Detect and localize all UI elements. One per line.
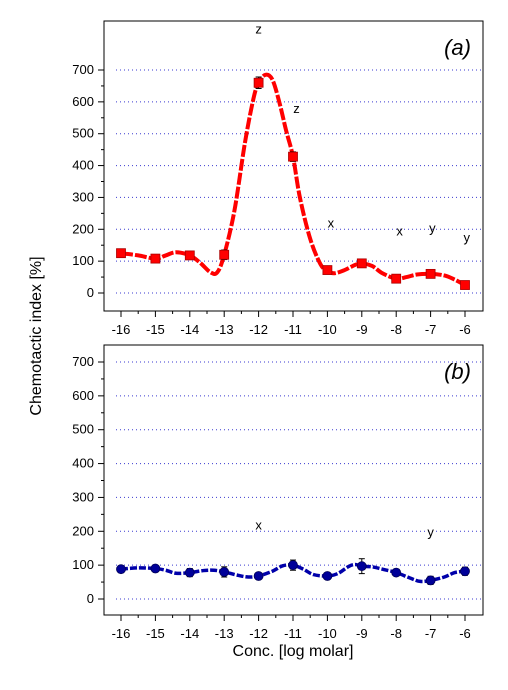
data-point-a-10 xyxy=(460,280,470,290)
data-point-a-3 xyxy=(219,249,230,260)
y-tick-label-b-4: 400 xyxy=(72,456,94,471)
x-tick-label-a-4: -12 xyxy=(249,322,268,337)
y-tick-label-b-7: 700 xyxy=(72,354,94,369)
x-tick-label-a-7: -9 xyxy=(356,322,368,337)
x-tick-label-b-4: -12 xyxy=(249,626,268,641)
annotation-a-2: x xyxy=(328,216,335,231)
y-tick-label-a-2: 200 xyxy=(72,221,94,236)
y-tick-label-a-7: 700 xyxy=(72,62,94,77)
data-point-a-8 xyxy=(391,273,402,284)
x-tick-label-b-7: -9 xyxy=(356,626,368,641)
data-point-b-9 xyxy=(425,575,436,586)
x-tick-label-b-10: -6 xyxy=(459,626,471,641)
data-point-b-1 xyxy=(150,563,161,574)
x-tick-label-b-3: -13 xyxy=(215,626,234,641)
y-tick-label-b-6: 600 xyxy=(72,388,94,403)
annotation-a-5: y xyxy=(463,230,470,245)
data-point-b-3 xyxy=(219,567,230,577)
data-point-a-7 xyxy=(356,258,367,269)
x-tick-label-a-5: -11 xyxy=(284,322,302,337)
x-tick-label-a-1: -15 xyxy=(146,322,165,337)
x-tick-label-a-2: -14 xyxy=(180,322,199,337)
annotation-a-4: y xyxy=(429,220,436,235)
data-point-a-5 xyxy=(288,151,298,162)
y-tick-label-b-3: 300 xyxy=(72,489,94,504)
y-tick-label-a-4: 400 xyxy=(72,158,94,173)
data-point-a-9 xyxy=(425,268,436,279)
x-tick-label-b-2: -14 xyxy=(180,626,199,641)
y-tick-label-b-2: 200 xyxy=(72,523,94,538)
annotation-a-0: z xyxy=(255,21,262,36)
panel-label-b: (b) xyxy=(444,359,471,384)
data-point-a-4 xyxy=(253,77,264,88)
data-point-a-2 xyxy=(184,250,195,261)
data-point-a-0 xyxy=(116,248,126,259)
x-tick-label-a-6: -10 xyxy=(318,322,337,337)
data-point-b-10 xyxy=(460,566,470,577)
y-tick-label-a-0: 0 xyxy=(87,285,94,300)
y-tick-label-a-6: 600 xyxy=(72,94,94,109)
x-tick-label-b-9: -7 xyxy=(425,626,437,641)
annotation-a-1: z xyxy=(293,101,300,116)
data-point-a-1 xyxy=(150,253,161,264)
x-tick-label-b-1: -15 xyxy=(146,626,165,641)
panel-label-a: (a) xyxy=(444,35,471,60)
annotation-a-3: x xyxy=(396,224,403,239)
panel-a: 0 100 200 300 400 500 600 700 -16 -15 -14 -13 -12 -11… xyxy=(72,20,484,337)
x-tick-label-b-8: -8 xyxy=(390,626,402,641)
annotation-b-1: y xyxy=(427,524,434,539)
x-tick-label-b-5: -11 xyxy=(284,626,302,641)
y-axis-title: Chemotactic index [%] xyxy=(28,256,45,415)
data-point-b-8 xyxy=(391,567,402,578)
annotation-b-0: x xyxy=(255,518,262,533)
data-point-b-6 xyxy=(322,571,333,581)
y-tick-label-b-0: 0 xyxy=(87,591,94,606)
data-point-b-2 xyxy=(184,567,195,578)
data-point-b-7 xyxy=(356,561,367,572)
x-tick-label-a-0: -16 xyxy=(112,322,131,337)
x-tick-label-a-10: -6 xyxy=(459,322,471,337)
y-tick-label-a-1: 100 xyxy=(72,253,94,268)
x-tick-label-b-0: -16 xyxy=(112,626,131,641)
x-tick-label-a-9: -7 xyxy=(425,322,437,337)
data-point-a-6 xyxy=(322,265,333,275)
data-point-b-5 xyxy=(288,560,298,571)
panel-b: 0 100 200 300 400 500 600 700 -16 -15 -14 -13 -12 -11… xyxy=(72,344,484,641)
x-tick-label-b-6: -10 xyxy=(318,626,337,641)
x-axis-title: Conc. [log molar] xyxy=(233,643,354,660)
y-tick-label-a-5: 500 xyxy=(72,126,94,141)
y-tick-label-b-1: 100 xyxy=(72,557,94,572)
x-tick-label-a-8: -8 xyxy=(390,322,402,337)
data-point-b-4 xyxy=(253,571,264,581)
y-tick-label-b-5: 500 xyxy=(72,422,94,437)
y-tick-label-a-3: 300 xyxy=(72,189,94,204)
plot-frame-b xyxy=(103,344,484,616)
x-tick-label-a-3: -13 xyxy=(215,322,234,337)
data-point-b-0 xyxy=(116,564,126,575)
